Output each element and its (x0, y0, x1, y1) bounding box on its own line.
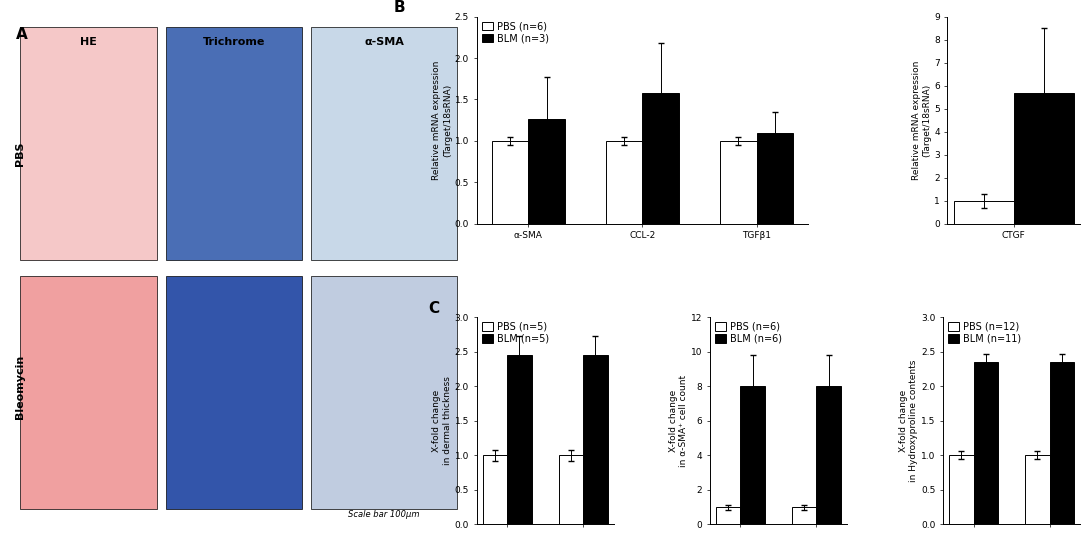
Y-axis label: Relative mRNA expression
(Target/18sRNA): Relative mRNA expression (Target/18sRNA) (912, 61, 932, 180)
Bar (528, 119, 565, 224)
Bar (584, 355, 608, 524)
FancyBboxPatch shape (20, 26, 157, 261)
Text: PBS: PBS (15, 141, 25, 166)
Bar (1026, 455, 1050, 524)
Y-axis label: X-fold change
in dermal thickness: X-fold change in dermal thickness (432, 376, 452, 465)
Text: C: C (429, 300, 440, 316)
Bar (643, 93, 679, 224)
Bar (559, 455, 584, 524)
Bar (757, 132, 793, 224)
Bar (606, 141, 643, 224)
Text: Scale bar 100μm: Scale bar 100μm (348, 510, 420, 519)
Text: Bleomycin: Bleomycin (15, 355, 25, 420)
Bar (741, 386, 765, 524)
Bar (492, 141, 528, 224)
Text: A: A (15, 26, 27, 42)
Legend: PBS (n=6), BLM (n=6): PBS (n=6), BLM (n=6) (715, 322, 782, 344)
Bar (716, 507, 741, 524)
Bar (949, 455, 973, 524)
Bar (816, 386, 841, 524)
Bar (507, 355, 531, 524)
FancyBboxPatch shape (20, 275, 157, 509)
Y-axis label: Relative mRNA expression
(Target/18sRNA): Relative mRNA expression (Target/18sRNA) (432, 61, 452, 180)
FancyBboxPatch shape (311, 275, 457, 509)
FancyBboxPatch shape (166, 26, 302, 261)
Bar (954, 201, 1014, 224)
Text: α-SMA: α-SMA (364, 37, 404, 47)
Text: B: B (394, 0, 406, 15)
Bar (1014, 93, 1074, 224)
Y-axis label: X-fold change
in Hydroxyproline contents: X-fold change in Hydroxyproline contents (899, 359, 919, 482)
Bar (792, 507, 816, 524)
Bar (483, 455, 507, 524)
Legend: PBS (n=12), BLM (n=11): PBS (n=12), BLM (n=11) (948, 322, 1021, 344)
Legend: PBS (n=5), BLM (n=5): PBS (n=5), BLM (n=5) (481, 322, 549, 344)
Bar (973, 362, 998, 524)
Text: HE: HE (80, 37, 97, 47)
Text: Trichrome: Trichrome (203, 37, 265, 47)
FancyBboxPatch shape (311, 26, 457, 261)
Bar (1050, 362, 1074, 524)
Y-axis label: X-fold change
in α-SMA⁺ cell count: X-fold change in α-SMA⁺ cell count (669, 375, 688, 467)
FancyBboxPatch shape (166, 275, 302, 509)
Bar (720, 141, 757, 224)
Legend: PBS (n=6), BLM (n=3): PBS (n=6), BLM (n=3) (481, 22, 549, 44)
